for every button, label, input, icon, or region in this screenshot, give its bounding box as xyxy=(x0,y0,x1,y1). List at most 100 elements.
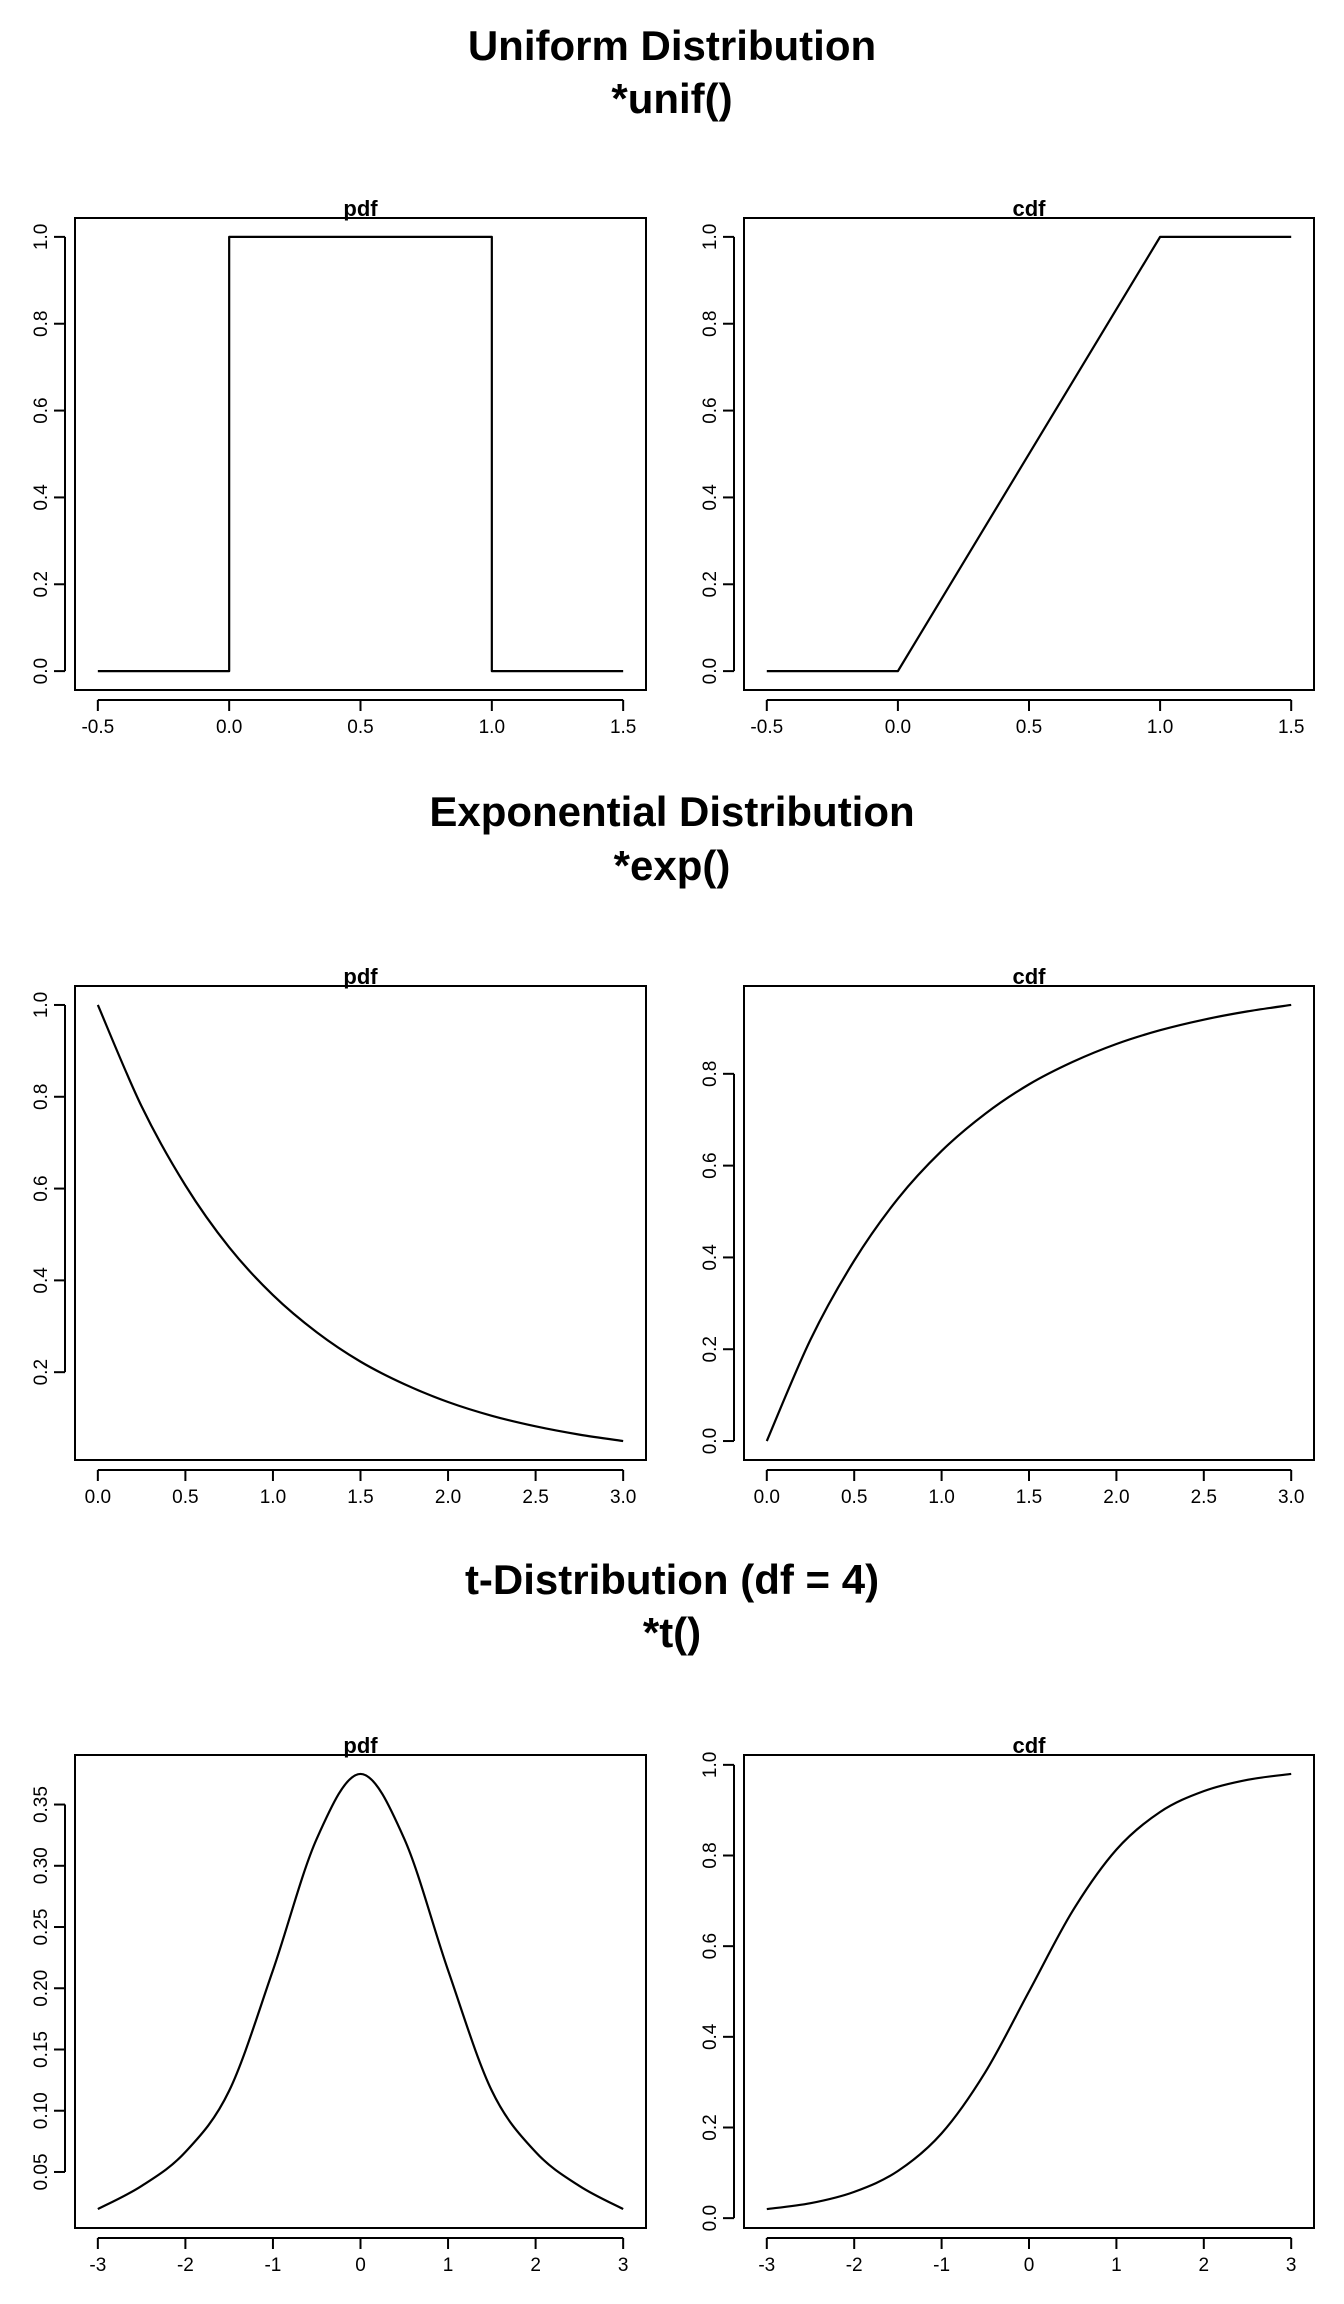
x-tick-label: -0.5 xyxy=(81,717,114,738)
y-tick-label: 0.4 xyxy=(31,484,52,511)
chart-panels: pdf-0.5 0.0 0.5 1.0 1.50.00.20.40.60.81.0cdf… xyxy=(31,196,1315,2276)
x-tick-label: 1.5 xyxy=(347,1487,373,1508)
y-tick-label: 0.6 xyxy=(31,1175,52,1201)
series-line xyxy=(96,1004,624,1443)
y-tick-label: 0.4 xyxy=(700,2023,721,2050)
y-tick-label: 1.0 xyxy=(31,224,52,250)
y-tick-label: 0.30 xyxy=(31,1847,52,1884)
x-tick-label: 1 xyxy=(1111,2255,1122,2276)
x-tick-label: 1.0 xyxy=(479,717,505,738)
y-tick-label: 0.8 xyxy=(31,1084,52,1110)
section-uniform: Uniform Distribution *unif() xyxy=(468,22,876,122)
x-tick-label: 2.0 xyxy=(1103,1487,1129,1508)
y-tick-label: 0.2 xyxy=(700,571,721,597)
y-tick-label: 0.05 xyxy=(31,2153,52,2190)
plot-frame xyxy=(743,1754,1315,2229)
y-tick-label: 0.2 xyxy=(700,1336,721,1362)
series-line xyxy=(97,1772,624,2211)
plot-frame xyxy=(743,985,1315,1461)
y-tick-label: 1.0 xyxy=(700,1752,721,1778)
panel-title: pdf xyxy=(343,196,378,221)
series-line xyxy=(766,235,1292,673)
x-tick-label: 0.0 xyxy=(216,717,242,738)
x-tick-label: 1.0 xyxy=(260,1487,286,1508)
y-tick-label: 0.2 xyxy=(700,2114,721,2140)
x-tick-label: -2 xyxy=(177,2255,194,2276)
x-tick-label: -3 xyxy=(89,2255,106,2276)
y-tick-label: 0.2 xyxy=(31,571,52,597)
y-tick-label: 0.0 xyxy=(700,658,721,684)
y-tick-label: 0.0 xyxy=(31,658,52,684)
panel-title: cdf xyxy=(1013,1733,1047,1758)
y-tick-label: 0.8 xyxy=(700,1061,721,1087)
series-line xyxy=(766,1772,1292,2211)
x-tick-label: 2.5 xyxy=(1191,1487,1217,1508)
x-tick-label: 0.5 xyxy=(172,1487,198,1508)
x-tick-label: 2.0 xyxy=(435,1487,461,1508)
chart-panel-cdf: cdf -3 -2 -1 0 1 2 3 0.0 0.2 0.4 0.6 0.8 1.0 xyxy=(700,1733,1315,2276)
y-tick-label: 0.4 xyxy=(700,484,721,511)
y-tick-label: 0.4 xyxy=(700,1244,721,1271)
section-title: Exponential Distribution xyxy=(429,788,914,835)
chart-panel-pdf: pdf -3 -2 -1 0 1 2 3 0.05 0.10 0.15 0.20 0.25 0.30 0.3… xyxy=(31,1733,647,2276)
plot-frame xyxy=(74,217,647,691)
y-tick-label: 0.0 xyxy=(700,1428,721,1454)
series-line xyxy=(97,235,624,673)
section-t: t-Distribution (df = 4) *t() xyxy=(465,1556,879,1656)
x-tick-label: -1 xyxy=(933,2255,950,2276)
x-tick-label: 3 xyxy=(1286,2255,1297,2276)
x-tick-label: -3 xyxy=(758,2255,775,2276)
x-tick-label: 2.5 xyxy=(522,1487,548,1508)
x-tick-label: 0.0 xyxy=(885,717,911,738)
y-tick-label: 0.25 xyxy=(31,1909,52,1946)
section-subtitle: *t() xyxy=(643,1609,701,1656)
y-tick-label: 0.8 xyxy=(700,311,721,337)
chart-panel-cdf: cdf 0.0 0.5 1.0 1.5 2.0 2.5 3.0 0.0 0.2 0.4 0.6 0.8 xyxy=(700,964,1315,1508)
x-tick-label: 1.0 xyxy=(928,1487,954,1508)
chart-panel-pdf: pdf -0.5 0.0 0.5 1.0 1.5 0.0 0.2 0.4 0.6 0.8 1.0 xyxy=(31,196,647,738)
x-tick-label: 0 xyxy=(1024,2255,1035,2276)
x-tick-label: 0 xyxy=(355,2255,366,2276)
y-tick-label: 1.0 xyxy=(700,224,721,250)
y-tick-label: 0.35 xyxy=(31,1786,52,1823)
y-tick-label: 0.8 xyxy=(700,1842,721,1868)
x-tick-label: -1 xyxy=(264,2255,281,2276)
y-tick-label: 0.2 xyxy=(31,1359,52,1385)
panel-title: pdf xyxy=(343,964,378,989)
y-tick-label: 0.6 xyxy=(700,1152,721,1178)
x-tick-label: 1.0 xyxy=(1147,717,1173,738)
panel-title: cdf xyxy=(1013,196,1047,221)
plot-frame xyxy=(74,1754,647,2229)
x-tick-label: 0.5 xyxy=(1016,717,1042,738)
section-subtitle: *exp() xyxy=(614,842,731,889)
y-tick-label: 0.8 xyxy=(31,311,52,337)
plot-frame xyxy=(743,217,1315,691)
x-tick-label: 2 xyxy=(530,2255,541,2276)
y-tick-label: 0.20 xyxy=(31,1970,52,2007)
plot-frame xyxy=(74,985,647,1461)
section-exponential: Exponential Distribution *exp() xyxy=(429,788,914,889)
y-tick-label: 0.6 xyxy=(31,397,52,423)
x-tick-label: 1.5 xyxy=(610,717,636,738)
x-tick-label: -0.5 xyxy=(750,717,783,738)
chart-panel-cdf: cdf -0.5 0.0 0.5 1.0 1.5 0.0 0.2 0.4 0.6 0.8 1.0 xyxy=(700,196,1315,738)
y-tick-label: 0.4 xyxy=(31,1267,52,1294)
x-tick-label: 3.0 xyxy=(610,1487,636,1508)
section-title: t-Distribution (df = 4) xyxy=(465,1556,879,1603)
x-tick-label: 1 xyxy=(443,2255,454,2276)
panel-title: pdf xyxy=(343,1733,378,1758)
x-tick-label: 0.5 xyxy=(347,717,373,738)
panel-title: cdf xyxy=(1013,964,1047,989)
x-tick-label: 1.5 xyxy=(1016,1487,1042,1508)
chart-panel-pdf: pdf 0.0 0.5 1.0 1.5 2.0 2.5 3.0 0.2 0.4 0.6 0.8 1.0 xyxy=(31,964,647,1508)
x-tick-label: 3.0 xyxy=(1278,1487,1304,1508)
x-tick-label: 0.0 xyxy=(754,1487,780,1508)
y-tick-label: 0.15 xyxy=(31,2031,52,2068)
y-tick-label: 0.0 xyxy=(700,2205,721,2231)
x-tick-label: 0.5 xyxy=(841,1487,867,1508)
y-tick-label: 0.10 xyxy=(31,2092,52,2129)
series-line xyxy=(765,1003,1292,1442)
y-tick-label: 1.0 xyxy=(31,992,52,1018)
x-tick-label: 3 xyxy=(618,2255,629,2276)
